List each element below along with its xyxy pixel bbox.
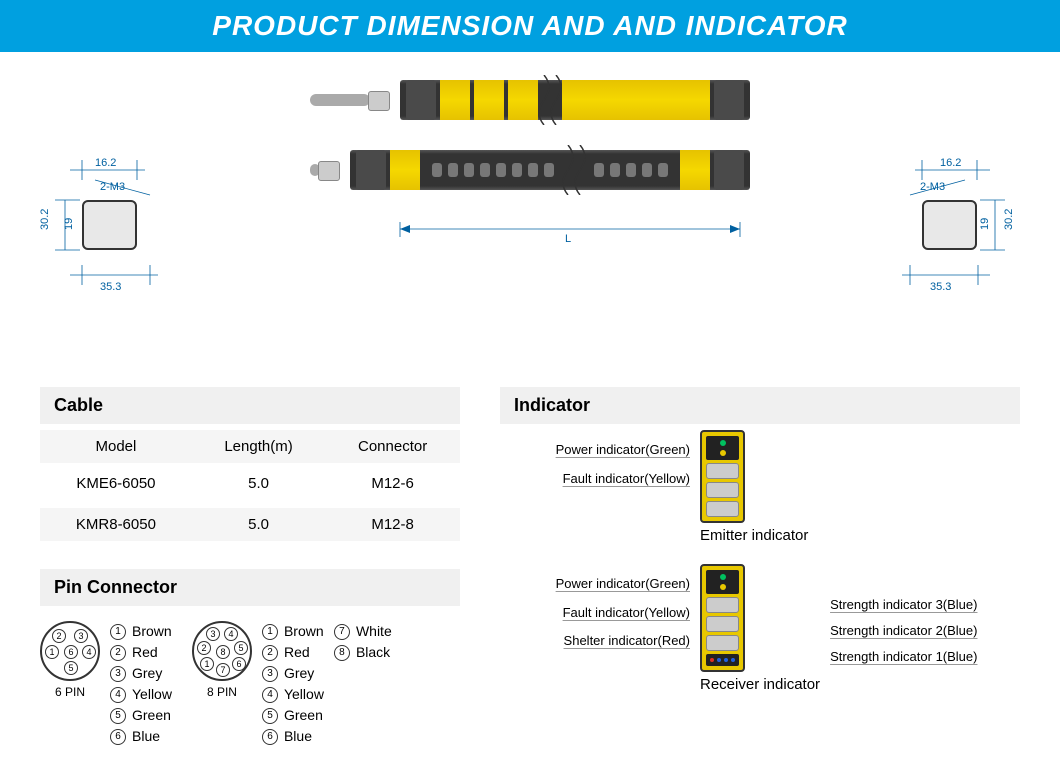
dim-19: 19: [63, 217, 75, 229]
dim-thread: 2-M3: [100, 181, 125, 193]
pin-6-list: 1Brown 2Red 3Grey 4Yellow 5Green 6Blue: [110, 621, 172, 747]
cable-col-length: Length(m): [192, 430, 325, 465]
led-blue-icon: [717, 658, 721, 662]
cable-plug-icon: [310, 164, 320, 176]
dim-35-3: 35.3: [100, 281, 121, 293]
banner-title: PRODUCT DIMENSION AND AND INDICATOR: [0, 0, 1060, 52]
pin-connector-header: Pin Connector: [40, 569, 460, 606]
led-green-icon: [720, 574, 726, 580]
led-blue-icon: [724, 658, 728, 662]
emitter-power-label: Power indicator(Green): [500, 436, 690, 465]
svg-text:35.3: 35.3: [930, 281, 951, 293]
pin-8-list-extra: 7White 8Black: [334, 621, 392, 747]
emitter-device-icon: [700, 430, 745, 523]
pin-8-diagram: 3 4 2 5 8 1 6 7: [192, 621, 252, 681]
pin-8-list: 1Brown 2Red 3Grey 4Yellow 5Green 6Blue: [262, 621, 324, 747]
receiver-caption: Receiver indicator: [700, 676, 820, 693]
strength-3-label: Strength indicator 3(Blue): [830, 592, 977, 618]
product-rails: L: [180, 72, 880, 367]
length-dimension: L: [310, 217, 750, 367]
pin-6-group: 2 3 1 6 4 5 6 PIN 1Brown 2Red 3Grey 4Yel…: [40, 621, 172, 747]
indicator-header: Indicator: [500, 387, 1020, 424]
led-yellow-icon: [720, 584, 726, 590]
strength-1-label: Strength indicator 1(Blue): [830, 644, 977, 670]
svg-text:L: L: [565, 233, 571, 245]
left-cross-section: 16.2 2-M3 30.2 19 35.3: [40, 120, 180, 320]
rail-bottom: [310, 142, 750, 197]
strength-2-label: Strength indicator 2(Blue): [830, 618, 977, 644]
svg-text:19: 19: [979, 217, 991, 229]
cable-header: Cable: [40, 387, 460, 424]
pin-6-diagram: 2 3 1 6 4 5: [40, 621, 100, 681]
dimension-diagram: 16.2 2-M3 30.2 19 35.3: [0, 52, 1060, 387]
svg-text:2-M3: 2-M3: [920, 181, 945, 193]
led-blue-icon: [731, 658, 735, 662]
cable-table: Model Length(m) Connector KME6-60505.0M1…: [40, 430, 460, 549]
pin-8-group: 3 4 2 5 8 1 6 7 8 PIN 1Brown 2Red 3Grey: [192, 621, 392, 747]
emitter-indicator: Power indicator(Green) Fault indicator(Y…: [500, 430, 1020, 544]
table-row: KMR8-60505.0M12-8: [40, 504, 460, 545]
dim-30-2: 30.2: [40, 208, 51, 229]
dim-16-2: 16.2: [95, 157, 116, 169]
cable-plug-icon: [310, 94, 370, 106]
receiver-indicator: Power indicator(Green) Fault indicator(Y…: [500, 564, 1020, 693]
receiver-shelter-label: Shelter indicator(Red): [500, 627, 690, 656]
receiver-device-icon: [700, 564, 745, 672]
pin-6-label: 6 PIN: [40, 685, 100, 699]
receiver-power-label: Power indicator(Green): [500, 570, 690, 599]
table-row: KME6-60505.0M12-6: [40, 465, 460, 504]
receiver-fault-label: Fault indicator(Yellow): [500, 599, 690, 628]
right-cross-section: 16.2 2-M3 30.2 19 35.3: [880, 120, 1020, 320]
led-green-icon: [720, 440, 726, 446]
cable-col-connector: Connector: [325, 430, 460, 465]
led-red-icon: [710, 658, 714, 662]
rail-top: [310, 72, 750, 127]
cable-col-model: Model: [40, 430, 192, 465]
led-yellow-icon: [720, 450, 726, 456]
emitter-caption: Emitter indicator: [700, 527, 808, 544]
svg-text:16.2: 16.2: [940, 157, 961, 169]
emitter-fault-label: Fault indicator(Yellow): [500, 465, 690, 494]
svg-text:30.2: 30.2: [1003, 208, 1015, 229]
pin-8-label: 8 PIN: [192, 685, 252, 699]
